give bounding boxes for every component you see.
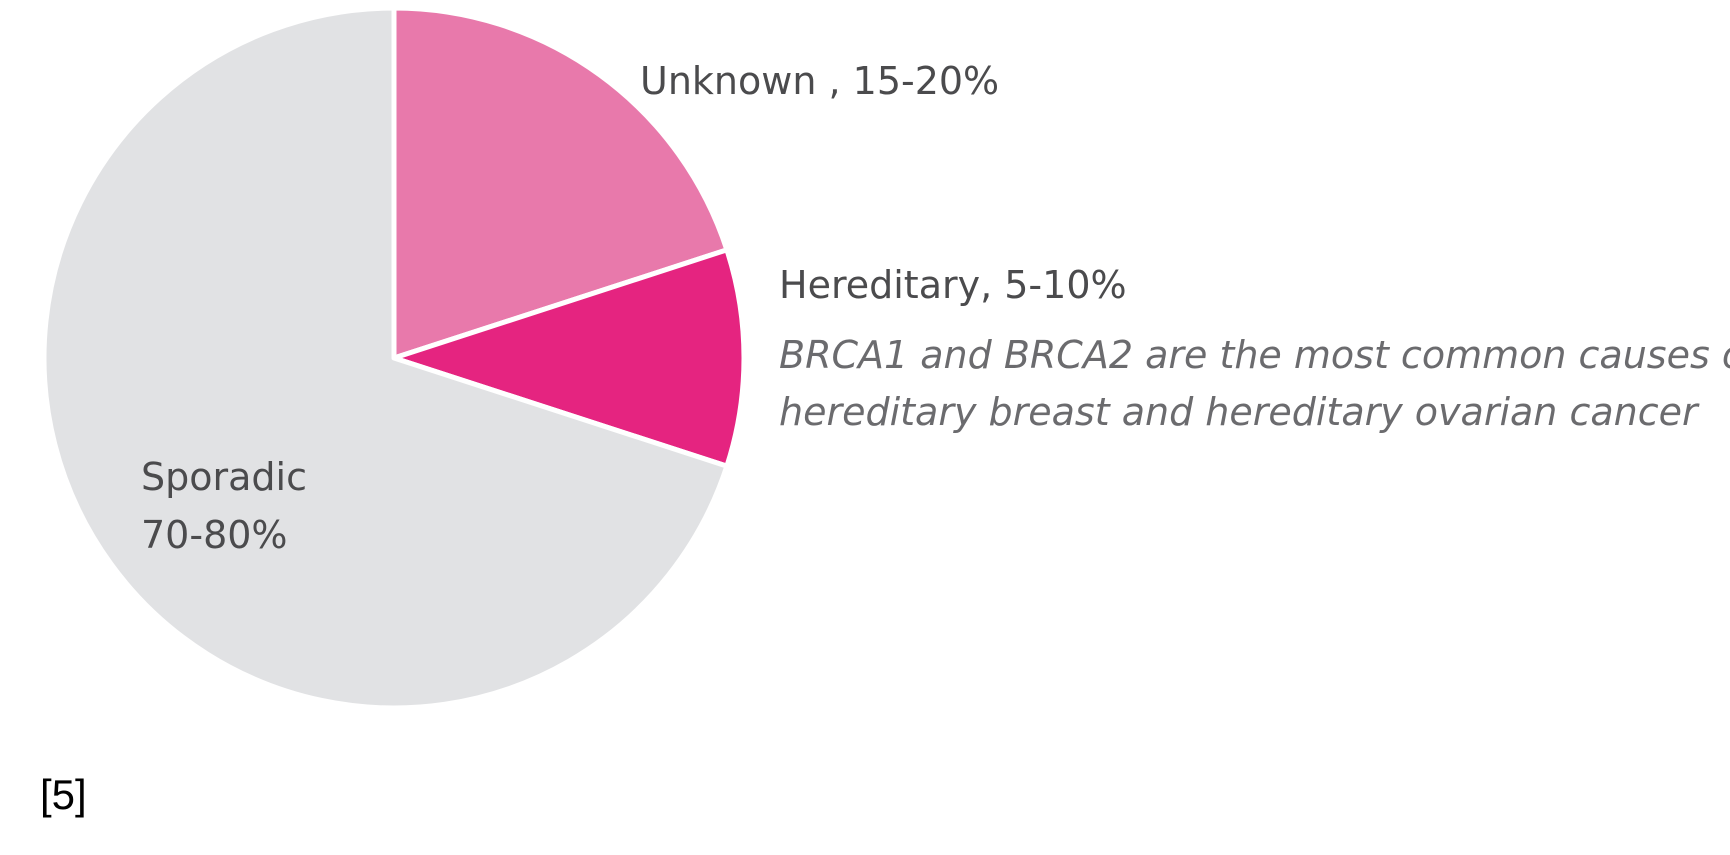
slice-label-unknown: Unknown , 15-20%	[640, 59, 1000, 103]
slice-label-sporadic-value: 70-80%	[141, 513, 288, 557]
slice-label-sporadic-name: Sporadic	[141, 455, 307, 499]
annotation-line-1: BRCA1 and BRCA2 are the most common caus…	[779, 333, 1730, 377]
pie-slice-hereditary	[391, 247, 747, 469]
pie-slice-unknown	[391, 5, 730, 361]
pie-slice-sporadic	[41, 5, 730, 711]
slice-label-hereditary: Hereditary, 5-10%	[779, 263, 1127, 307]
annotation-line-2: hereditary breast and hereditary ovarian…	[779, 390, 1698, 434]
reference-marker: [5]	[40, 771, 87, 818]
